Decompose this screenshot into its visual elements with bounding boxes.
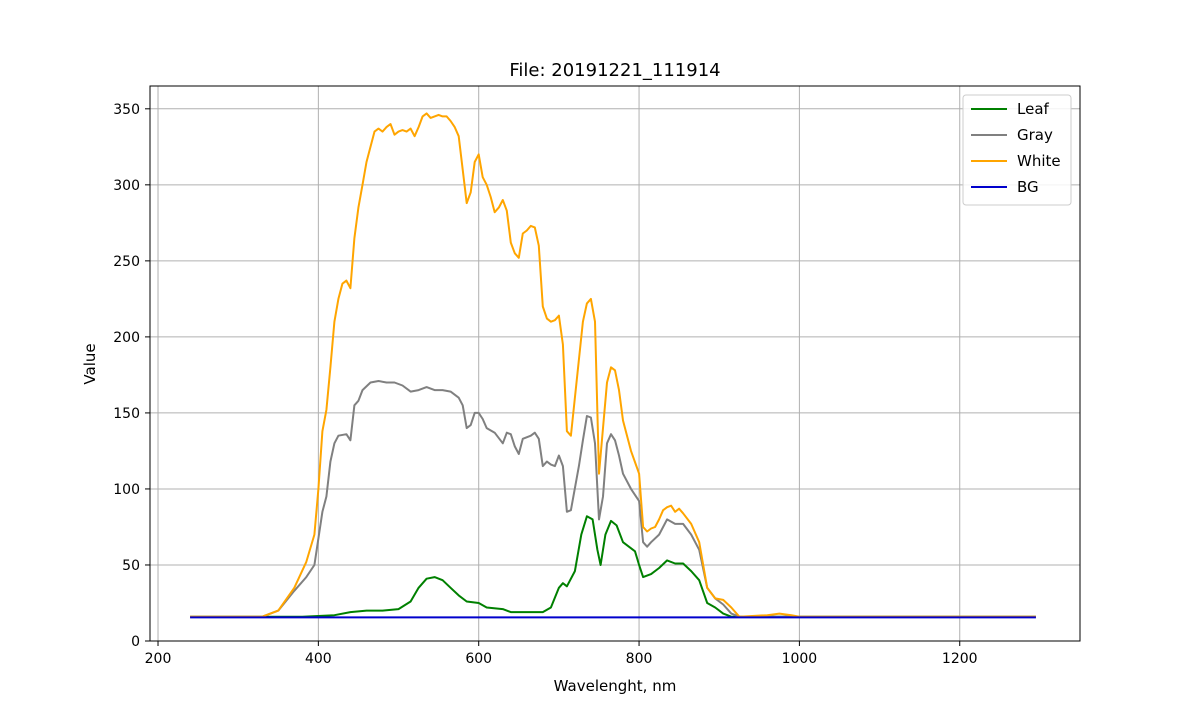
series-line-gray xyxy=(190,380,1036,618)
y-tick-label: 350 xyxy=(113,102,140,118)
y-axis-ticks: 0 50 100 150 200 250 300 350 xyxy=(113,102,150,650)
plot-frame xyxy=(149,85,1081,642)
x-tick-label: 600 xyxy=(465,651,492,667)
legend-label-white: White xyxy=(1017,152,1061,170)
series-lines xyxy=(190,112,1036,619)
y-tick-label: 250 xyxy=(113,254,140,270)
x-tick-label: 800 xyxy=(626,651,653,667)
x-axis-ticks: 200 400 600 800 1000 1200 xyxy=(145,641,978,667)
series-line-white xyxy=(190,112,1036,618)
x-tick-label: 1000 xyxy=(782,651,818,667)
y-tick-label: 200 xyxy=(113,330,140,346)
legend: Leaf Gray White BG xyxy=(962,94,1072,206)
x-axis-label: Wavelenght, nm xyxy=(554,677,677,695)
chart-title: File: 20191221_111914 xyxy=(509,60,720,81)
y-tick-label: 150 xyxy=(113,406,140,422)
x-tick-label: 1200 xyxy=(942,651,978,667)
x-tick-label: 400 xyxy=(305,651,332,667)
y-tick-label: 100 xyxy=(113,482,140,498)
y-axis-label: Value xyxy=(81,343,99,384)
legend-label-bg: BG xyxy=(1017,178,1039,196)
y-tick-label: 50 xyxy=(122,558,140,574)
x-tick-label: 200 xyxy=(145,651,172,667)
legend-label-gray: Gray xyxy=(1017,126,1053,144)
series-line-leaf xyxy=(190,515,1036,618)
legend-box xyxy=(962,94,1072,206)
y-tick-label: 300 xyxy=(113,178,140,194)
legend-label-leaf: Leaf xyxy=(1017,100,1050,118)
y-tick-label: 0 xyxy=(131,634,140,650)
